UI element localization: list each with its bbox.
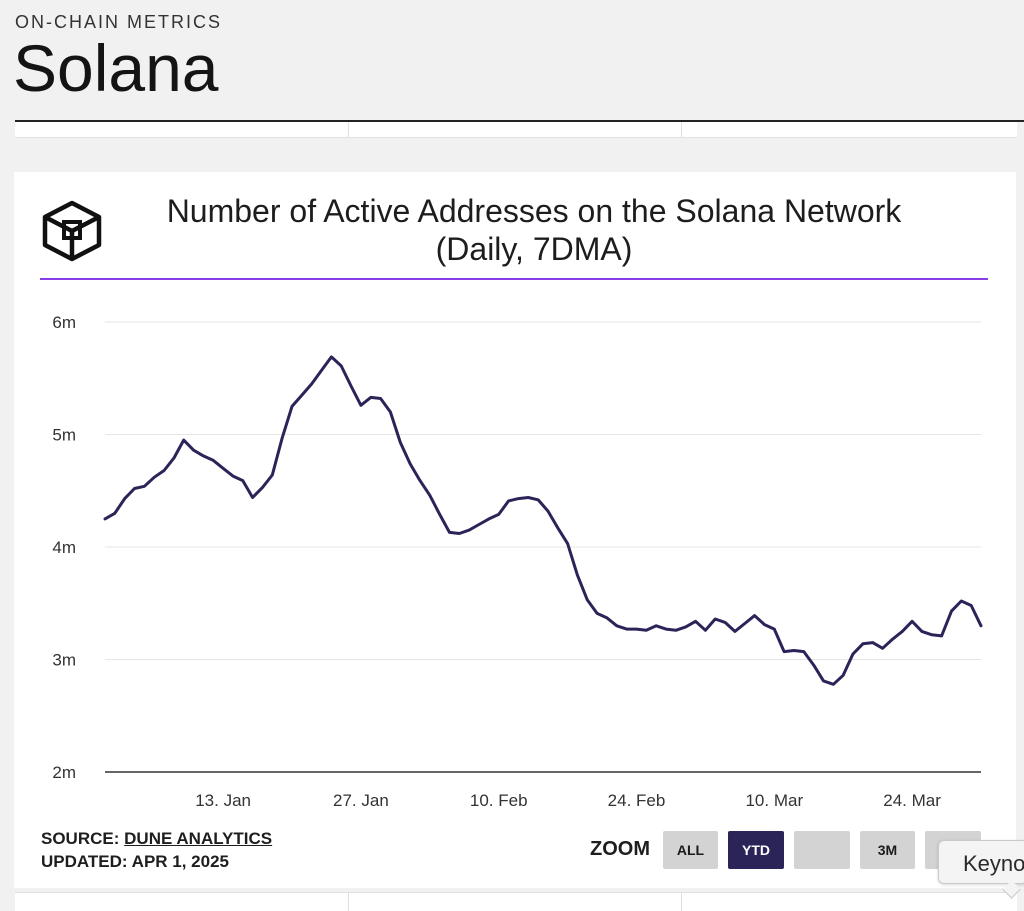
strip-separator [681,122,682,137]
y-tick-label: 3m [52,651,76,670]
y-tick-label: 2m [52,763,76,782]
zoom-3m-button[interactable]: 3M [860,831,915,869]
y-tick-label: 4m [52,538,76,557]
updated-date: UPDATED: APR 1, 2025 [41,852,229,871]
x-tick-label: 10. Mar [745,791,803,810]
x-tick-label: 10. Feb [470,791,528,810]
chart-title: Number of Active Addresses on the Solana… [114,192,954,268]
y-tick-label: 5m [52,426,76,445]
series-line-active-addresses [103,355,983,686]
x-tick-label: 27. Jan [333,791,389,810]
page-title: Solana [13,31,219,105]
title-divider [15,120,1024,122]
section-kicker: ON-CHAIN METRICS [15,12,222,32]
zoom-ytd-button[interactable]: YTD [728,831,784,869]
zoom-label: ZOOM [590,838,650,860]
chart-title-divider [40,278,988,280]
line-chart: 2m 3m 4m 5m 6m 13. Jan 27. Jan 10. Feb 24. Feb 10… [52,313,983,810]
source-prefix: SOURCE: [41,829,120,848]
zoom-button-blank[interactable] [794,831,850,869]
chart-subtitle-text: (Daily, 7DMA) [435,231,633,267]
zoom-all-button[interactable]: ALL [663,831,718,869]
metric-tab-strip [15,122,1017,138]
chart-card: Number of Active Addresses on the Solana… [14,172,1016,888]
strip-separator [681,893,682,911]
strip-separator [348,122,349,137]
x-tick-label: 24. Mar [883,791,941,810]
source-line: SOURCE: DUNE ANALYTICS [41,829,272,849]
source-link[interactable]: DUNE ANALYTICS [124,829,273,848]
bottom-tab-strip [15,892,1017,911]
x-tick-label: 13. Jan [195,791,251,810]
chart-title-text: Number of Active Addresses on the Solana… [166,193,902,229]
y-tick-label: 6m [52,313,76,332]
strip-separator [348,893,349,911]
cube-logo-icon [42,200,102,262]
keynote-tooltip: Keyno [938,840,1024,884]
x-tick-label: 24. Feb [608,791,666,810]
